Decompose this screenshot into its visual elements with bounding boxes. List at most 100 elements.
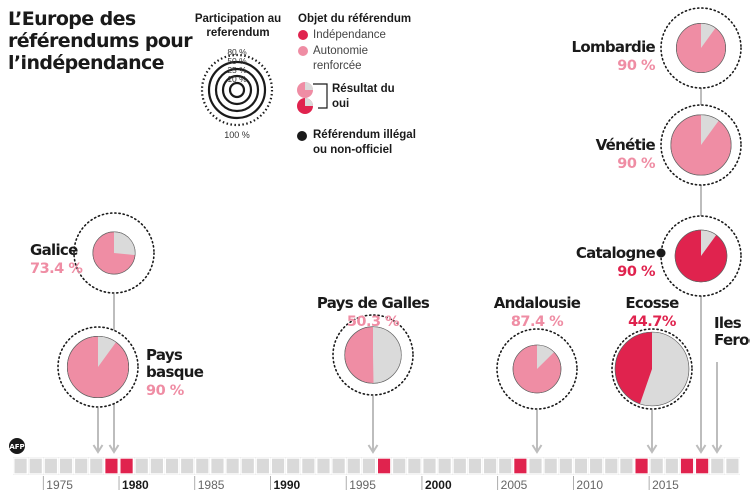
referendum-name: Ecosse — [625, 294, 679, 312]
timeline-year-cell — [134, 457, 150, 475]
timeline-year-cell — [73, 457, 89, 475]
pie-outline — [614, 331, 690, 407]
no-slice — [701, 23, 716, 48]
legend-ring-label: 50 % — [227, 56, 247, 66]
no-slice — [114, 231, 136, 256]
referendum-galice: Galice 73.4 % — [30, 212, 155, 294]
axis-tick-label: 1975 — [46, 478, 73, 492]
legend-ring — [221, 74, 253, 106]
timeline-year-highlight — [103, 457, 119, 475]
legend-bracket — [313, 83, 328, 109]
referendum-name: Pays — [146, 346, 183, 364]
legend-illegal-label: Référendum illégal ou non-officiel — [313, 129, 416, 156]
timeline-year-cell — [573, 457, 589, 475]
axis-tick-label: 1995 — [349, 478, 376, 492]
timeline-year-cell — [618, 457, 634, 475]
axis-tick-label: 1980 — [122, 478, 149, 492]
arrowhead-ecosse — [646, 444, 658, 454]
timeline-year-cell — [588, 457, 604, 475]
timeline-year-highlight — [694, 457, 710, 475]
no-slice — [701, 230, 717, 256]
yes-percent-label: 50.3 % — [347, 314, 400, 330]
arrowhead-andalousie — [531, 444, 543, 454]
timeline-year-cell — [497, 457, 513, 475]
timeline-year-cell — [528, 457, 544, 475]
logo-text: AFP — [9, 443, 24, 451]
legend-independence-swatch — [298, 30, 308, 40]
arrowhead-iles-feroe — [711, 444, 723, 454]
legend-object-title: Objet du référendum — [298, 13, 412, 25]
yes-percent-label: 90 % — [617, 58, 656, 74]
yes-percent-label: 90 % — [617, 264, 656, 280]
axis-tick-label: 1990 — [273, 478, 300, 492]
timeline-year-cell — [649, 457, 665, 475]
pie-outline — [344, 326, 402, 384]
no-slice — [537, 345, 555, 369]
yes-percent-label: 73.4 % — [30, 261, 83, 277]
logo-badge — [9, 438, 25, 454]
timeline-year-cell — [709, 457, 725, 475]
referendum-name: Catalogne — [576, 244, 656, 262]
arrowhead-galice — [108, 444, 120, 454]
timeline-year-cell — [225, 457, 241, 475]
arrowhead-pays-de-galles — [367, 444, 379, 454]
page-title: L’Europe des référendums pour l’indépend… — [8, 8, 193, 74]
timeline-year-cell — [179, 457, 195, 475]
axis-tick-label: 2015 — [652, 478, 679, 492]
referendum-name: Lombardie — [571, 38, 655, 56]
axis-tick-label: 1985 — [198, 478, 225, 492]
pie-outline — [66, 335, 130, 399]
timeline-year-highlight — [119, 457, 135, 475]
timeline-year-cell — [452, 457, 468, 475]
legend-ring-label: 10 % — [227, 74, 247, 84]
timeline-year-cell — [437, 457, 453, 475]
legend-result-slice — [305, 98, 313, 106]
legend-result-slice — [305, 82, 313, 90]
referendum-name: Vénétie — [596, 136, 656, 154]
timeline-year-cell — [346, 457, 362, 475]
referendum-name: basque — [146, 363, 204, 381]
illegal-marker — [656, 248, 666, 258]
arrowhead-pays-basque — [92, 444, 104, 454]
legend-ring — [214, 67, 260, 113]
pie-outline — [674, 229, 728, 283]
pie-outline — [670, 114, 732, 176]
legend-illegal-dot — [297, 131, 307, 141]
referendum-name: Iles — [714, 314, 742, 332]
timeline-year-cell — [664, 457, 680, 475]
referendum-catalogne: Catalogne 90 % — [576, 215, 742, 297]
timeline-year-highlight — [634, 457, 650, 475]
legend-graphics: 80 %50 %25 %10 % 100 % — [200, 30, 328, 141]
timeline-band — [13, 457, 740, 475]
timeline-year-cell — [270, 457, 286, 475]
legend-participation-title: Participation au referendum — [194, 13, 282, 39]
referendum-name: Feroé — [714, 331, 750, 349]
pie-outline — [92, 231, 136, 275]
referendum-pays-de-galles: Pays de Galles 50.3 % — [317, 294, 431, 396]
referendum-name: Andalousie — [494, 294, 581, 312]
legend-ring-label: 80 % — [227, 47, 247, 57]
no-slice — [701, 114, 719, 145]
axis-tick-label: 2010 — [576, 478, 603, 492]
legend-autonomy-swatch — [298, 46, 308, 56]
timeline-year-highlight — [376, 457, 392, 475]
timeline-year-cell — [724, 457, 740, 475]
timeline: 1975 1980 1985 1990 1995 2000 2005 2010 2015 AFP — [9, 438, 740, 492]
legend-result-label: Résultat du oui — [332, 83, 395, 110]
legend-independence-label: Indépendance — [313, 29, 386, 41]
legend-full-label: 100 % — [224, 130, 250, 140]
timeline-year-cell — [285, 457, 301, 475]
legend-ring-full — [200, 53, 274, 127]
referendum-ecosse: Ecosse 44.7% — [611, 294, 693, 410]
timeline-year-cell — [361, 457, 377, 475]
no-slice — [373, 326, 402, 384]
timeline-year-highlight — [679, 457, 695, 475]
timeline-year-cell — [603, 457, 619, 475]
legend-ring — [228, 81, 246, 99]
referendum-andalousie: Andalousie 87.4 % — [494, 294, 581, 410]
axis-tick-label: 2005 — [501, 478, 528, 492]
timeline-year-highlight — [512, 457, 528, 475]
